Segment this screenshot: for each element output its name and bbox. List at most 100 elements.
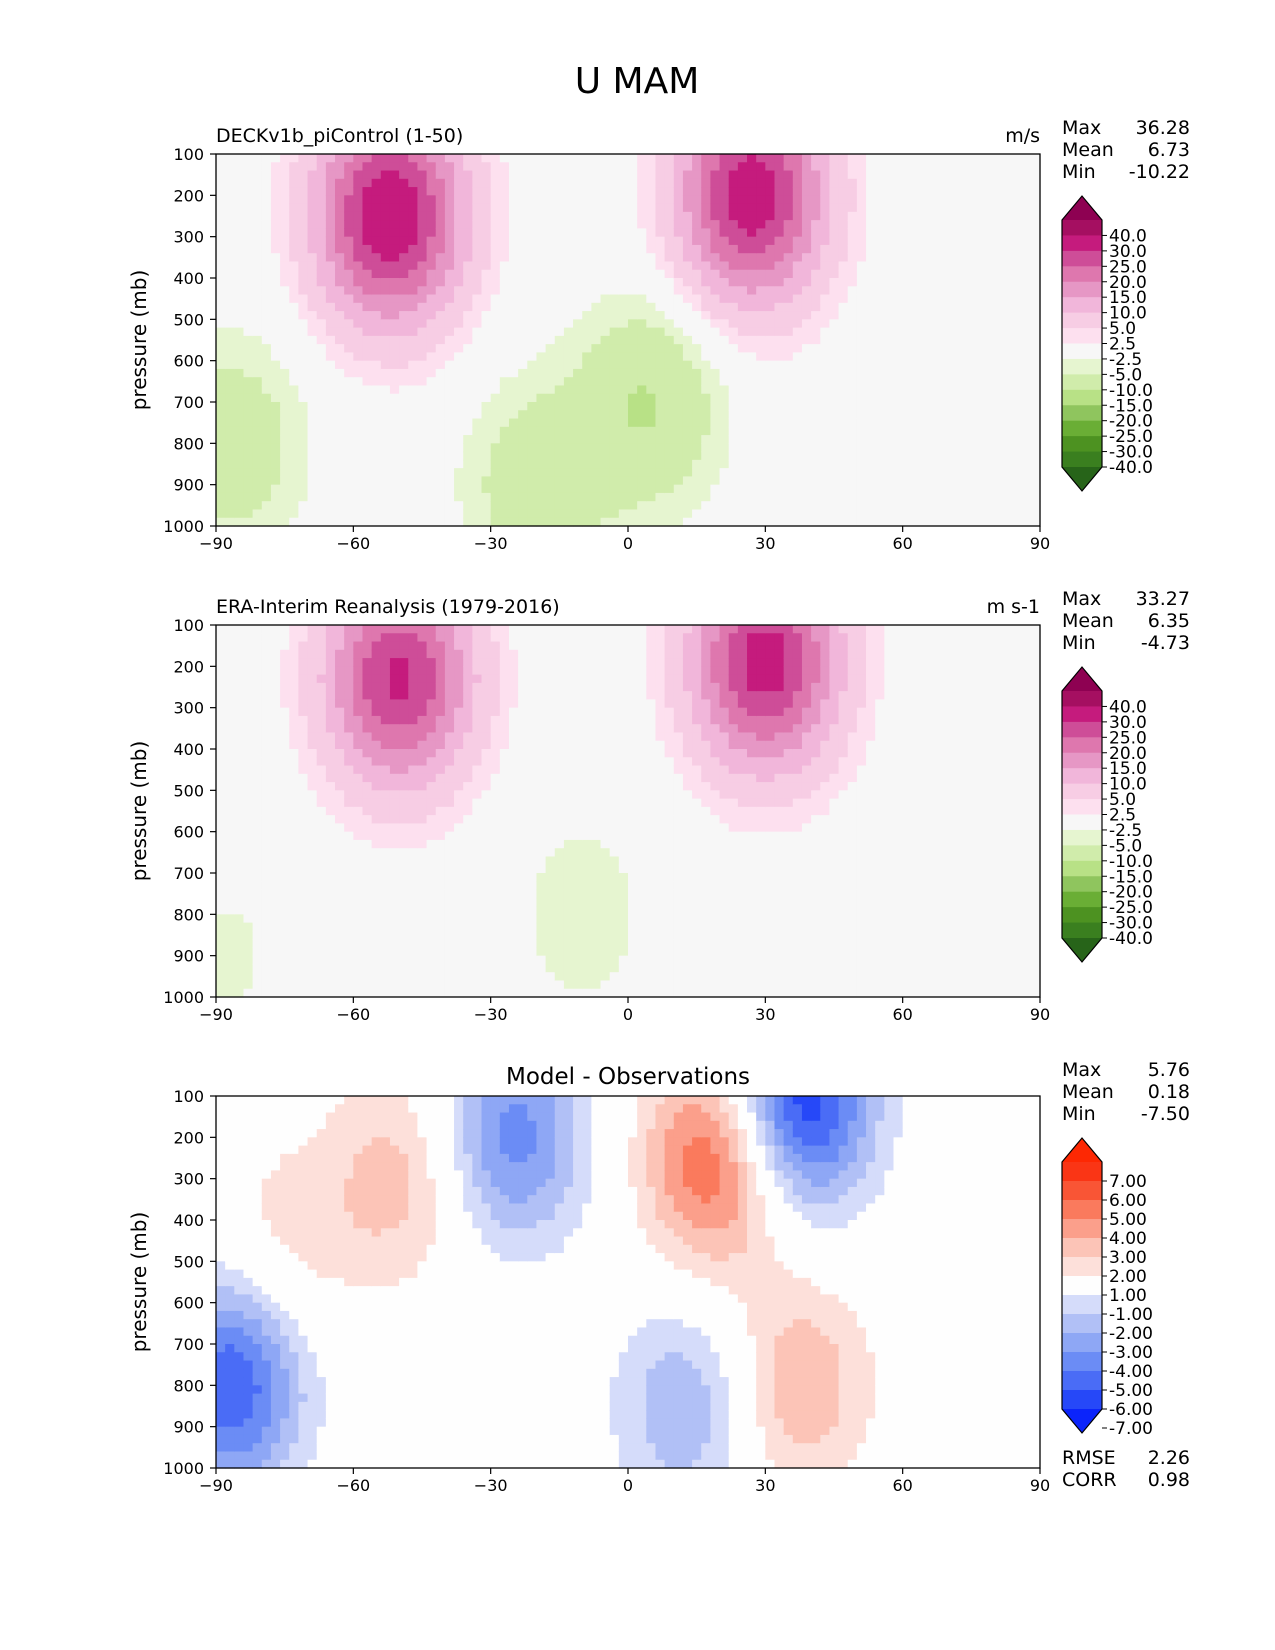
field-cell	[618, 286, 629, 296]
field-cell	[847, 302, 858, 312]
field-cell	[1021, 154, 1032, 163]
field-cell	[261, 674, 272, 684]
field-cell	[380, 154, 391, 163]
field-cell	[847, 418, 858, 428]
field-cell	[774, 220, 785, 229]
field-cell	[554, 517, 565, 527]
field-cell	[481, 236, 492, 246]
field-cell	[380, 691, 391, 700]
field-cell	[911, 187, 922, 196]
field-cell	[362, 360, 373, 370]
field-cell	[920, 154, 931, 163]
field-cell	[335, 972, 345, 982]
field-cell	[737, 178, 748, 188]
field-cell	[1012, 360, 1023, 370]
field-cell	[335, 195, 345, 205]
field-cell	[756, 244, 766, 254]
field-cell	[820, 154, 831, 163]
field-cell	[353, 443, 364, 453]
field-cell	[454, 368, 464, 378]
field-cell	[554, 459, 565, 469]
field-cell	[866, 244, 876, 254]
field-cell	[811, 426, 821, 436]
field-cell	[573, 377, 583, 387]
field-cell	[966, 459, 977, 469]
field-cell	[966, 211, 977, 221]
field-cell	[563, 344, 574, 353]
field-cell	[1030, 211, 1041, 221]
field-cell	[975, 335, 986, 345]
field-cell	[252, 236, 263, 246]
field-cell	[847, 244, 858, 254]
field-cell	[856, 178, 867, 188]
field-cell	[344, 881, 354, 891]
field-cell	[573, 319, 583, 329]
field-cell	[508, 517, 519, 527]
field-cell	[261, 253, 272, 263]
field-cell	[573, 261, 583, 271]
field-cell	[518, 402, 528, 411]
field-cell	[225, 699, 235, 709]
field-cell	[783, 476, 794, 486]
field-cell	[866, 228, 876, 238]
field-cell	[591, 203, 602, 213]
field-cell	[682, 228, 693, 238]
field-cell	[252, 773, 263, 783]
field-cell	[737, 170, 748, 180]
field-cell	[682, 187, 693, 196]
field-cell	[673, 261, 684, 271]
field-cell	[380, 435, 391, 444]
field-cell	[490, 311, 501, 320]
field-cell	[600, 311, 611, 320]
field-cell	[225, 740, 235, 750]
field-cell	[252, 823, 263, 833]
field-cell	[1021, 410, 1032, 420]
field-cell	[307, 344, 318, 353]
field-cell	[389, 435, 400, 444]
field-cell	[719, 162, 730, 172]
field-cell	[728, 154, 739, 163]
field-cell	[930, 435, 940, 444]
field-cell	[307, 682, 318, 692]
field-cell	[829, 435, 840, 444]
field-cell	[536, 211, 547, 221]
field-cell	[371, 451, 382, 461]
field-cell	[719, 517, 730, 527]
field-cell	[243, 839, 254, 849]
field-cell	[270, 839, 281, 849]
field-cell	[444, 261, 455, 271]
field-cell	[444, 311, 455, 320]
field-cell	[261, 641, 272, 651]
field-cell	[975, 352, 986, 362]
field-cell	[371, 641, 382, 651]
field-cell	[966, 368, 977, 378]
field-cell	[380, 187, 391, 196]
field-cell	[335, 922, 345, 932]
field-cell	[454, 228, 464, 238]
field-cell	[737, 426, 748, 436]
field-cell	[545, 393, 556, 403]
field-cell	[1030, 294, 1041, 304]
field-cell	[664, 253, 675, 263]
field-cell	[490, 509, 501, 519]
colorbar-segment	[1062, 420, 1102, 437]
field-cell	[856, 170, 867, 180]
field-cell	[783, 484, 794, 494]
field-cell	[554, 501, 565, 511]
field-cell	[270, 352, 281, 362]
field-cell	[774, 211, 785, 221]
field-cell	[856, 352, 867, 362]
field-cell	[225, 509, 235, 519]
field-cell	[637, 402, 647, 411]
field-cell	[435, 418, 446, 428]
field-cell	[710, 170, 721, 180]
field-cell	[600, 360, 611, 370]
field-cell	[344, 707, 354, 717]
field-cell	[408, 220, 419, 229]
field-cell	[747, 220, 757, 229]
field-cell	[307, 327, 318, 337]
colorbar-segment	[1062, 451, 1102, 468]
field-cell	[866, 187, 876, 196]
field-cell	[801, 236, 812, 246]
field-cell	[1012, 203, 1023, 213]
